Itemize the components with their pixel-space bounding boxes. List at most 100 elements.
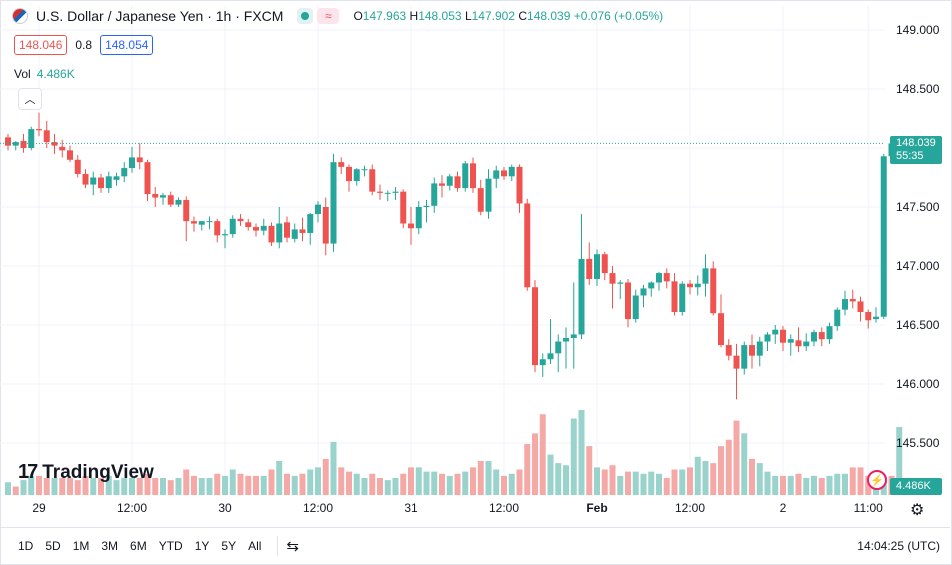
- price-tick-label: 145.500: [896, 436, 940, 450]
- candle: [532, 280, 538, 373]
- status-dot-icon[interactable]: [297, 8, 314, 24]
- volume-bar: [671, 469, 678, 495]
- calendar-range-icon[interactable]: ⇆: [286, 538, 299, 555]
- candle-body: [857, 301, 864, 313]
- price-chart[interactable]: 149.000148.500148.000147.500147.000146.5…: [0, 0, 952, 527]
- candle-body: [679, 283, 686, 313]
- candle: [237, 214, 244, 226]
- candle-body: [377, 191, 383, 193]
- candle: [555, 334, 562, 373]
- sell-button[interactable]: 148.046: [14, 35, 68, 55]
- volume-bar: [749, 458, 755, 495]
- ohlc-values: O147.963 H148.053 L147.902 C148.039 +0.0…: [353, 9, 664, 23]
- compare-wave-icon[interactable]: ≈: [317, 8, 340, 24]
- candle: [353, 168, 360, 186]
- range-button-3m[interactable]: 3M: [101, 539, 119, 553]
- volume-bar: [12, 486, 19, 495]
- volume-bar: [338, 467, 345, 495]
- range-button-1d[interactable]: 1D: [18, 539, 34, 553]
- time-tick-label: 2: [780, 501, 787, 515]
- flash-icon[interactable]: ⚡: [867, 470, 887, 490]
- price-tick-label: 146.000: [896, 377, 940, 391]
- candle: [873, 307, 879, 323]
- candle: [129, 146, 135, 173]
- volume-bar: [741, 433, 748, 495]
- candle: [43, 120, 50, 148]
- gear-icon[interactable]: ⚙: [910, 502, 925, 519]
- range-button-all[interactable]: All: [248, 539, 262, 553]
- range-button-ytd[interactable]: YTD: [158, 539, 183, 553]
- volume-bar: [330, 441, 337, 495]
- candle-body: [260, 225, 267, 231]
- price-tick-label: 146.500: [896, 318, 940, 332]
- candle-body: [129, 157, 135, 169]
- candle: [229, 215, 236, 238]
- candle: [253, 223, 259, 237]
- candle-body: [842, 299, 848, 310]
- volume-bar: [346, 471, 352, 495]
- volume-bar: [586, 446, 593, 495]
- volume-bar: [834, 473, 841, 495]
- candle: [617, 280, 624, 300]
- time-tick-label: 12:00: [675, 501, 705, 515]
- candle-body: [477, 188, 484, 212]
- range-button-1y[interactable]: 1Y: [194, 539, 210, 553]
- brand-name: TradingView: [42, 461, 154, 483]
- candle-body: [82, 173, 89, 185]
- candle: [160, 192, 166, 205]
- candle-body: [439, 183, 445, 186]
- candle-body: [74, 159, 81, 174]
- candle: [105, 171, 112, 193]
- candle: [501, 166, 507, 180]
- range-button-6m[interactable]: 6M: [130, 539, 147, 553]
- countdown-value: 55:35: [896, 150, 924, 162]
- volume-bar: [896, 427, 903, 495]
- volume-bar: [198, 478, 205, 495]
- candle-body: [570, 334, 577, 338]
- candle: [718, 294, 724, 348]
- candle: [346, 164, 352, 192]
- candle: [725, 339, 732, 361]
- candle: [361, 165, 368, 177]
- symbol-title[interactable]: U.S. Dollar / Japanese Yen · 1h · FXCM: [36, 8, 284, 24]
- volume-bar: [222, 475, 228, 495]
- candle: [90, 171, 97, 196]
- price-axis[interactable]: 149.000148.500148.000147.500147.000146.5…: [896, 23, 940, 450]
- candle: [470, 157, 476, 193]
- volume-bar: [408, 467, 414, 495]
- clock[interactable]: 14:04:25 (UTC): [857, 539, 940, 553]
- candle-body: [392, 191, 399, 193]
- candle: [880, 153, 887, 320]
- candle: [454, 171, 461, 192]
- candle: [586, 242, 593, 285]
- candle: [663, 268, 670, 289]
- range-button-1m[interactable]: 1M: [72, 539, 90, 553]
- range-button-5y[interactable]: 5Y: [221, 539, 237, 553]
- candle: [121, 162, 128, 183]
- divider: [277, 536, 279, 556]
- volume-bar: [470, 467, 476, 495]
- collapse-chevron-icon[interactable]: ︿: [18, 88, 42, 110]
- volume-bar: [369, 473, 376, 495]
- last-price-value: 148.039: [896, 137, 936, 149]
- candle: [136, 143, 143, 170]
- range-button-5d[interactable]: 5D: [45, 539, 61, 553]
- time-tick-label: 29: [32, 501, 46, 515]
- candle-body: [772, 329, 779, 335]
- volume-bar: [105, 475, 112, 495]
- candle: [245, 218, 252, 231]
- time-tick-label: Feb: [586, 501, 607, 515]
- candle: [849, 289, 856, 309]
- candle-body: [431, 183, 438, 206]
- buy-button[interactable]: 148.054: [100, 35, 154, 55]
- volume-bar: [446, 475, 453, 495]
- volume-bar: [276, 461, 283, 495]
- candle-body: [446, 176, 453, 186]
- volume-bar: [462, 471, 469, 495]
- time-axis[interactable]: 29 12:00 30 12:00 31 12:00 Feb 12:00 2 11:00: [32, 501, 883, 515]
- volume-bar: [578, 410, 585, 495]
- candle-body: [5, 137, 11, 146]
- volume-bar: [756, 463, 763, 495]
- candle: [702, 254, 709, 297]
- volume-bar: [183, 469, 190, 495]
